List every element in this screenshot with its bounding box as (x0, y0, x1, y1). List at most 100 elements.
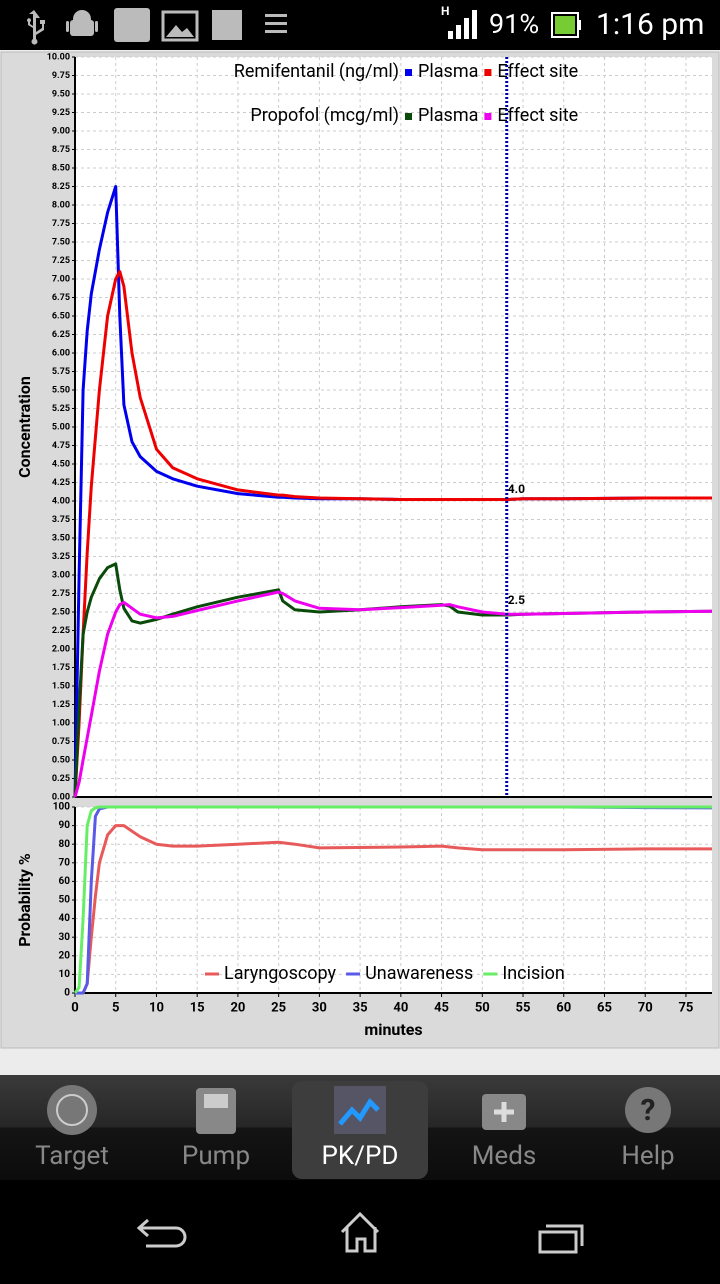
legend-title: Propofol (mcg/ml) (250, 105, 399, 126)
y-tick-label: 5.25 (52, 404, 70, 414)
tab-label[interactable]: PK/PD (322, 1141, 399, 1171)
y-tick-label: 3.00 (52, 570, 70, 580)
icon-shape: ? (641, 1093, 656, 1128)
battery-percent: 91% (489, 8, 539, 40)
y-tick-label: 3.75 (52, 515, 70, 525)
x-axis-label: minutes (364, 1020, 422, 1039)
x-tick-label: 30 (312, 1000, 327, 1015)
y-tick-label: 50 (59, 895, 71, 906)
series-line (75, 824, 712, 995)
y-tick-label: 2.75 (52, 589, 70, 599)
x-tick-label: 75 (678, 1000, 693, 1015)
y-tick-label: 60 (59, 876, 71, 887)
annotation: 2.5 (508, 593, 525, 607)
y-tick-label: 0.75 (52, 737, 70, 747)
x-tick-label: 10 (149, 1000, 164, 1015)
legend-label: Laryngoscopy (224, 963, 337, 984)
y-tick-label: 1.25 (52, 700, 70, 710)
series-line (73, 562, 713, 798)
home-button[interactable] (340, 1211, 380, 1253)
x-tick-label: 55 (516, 1000, 531, 1015)
x-tick-label: 60 (556, 1000, 571, 1015)
nav-buttons (136, 1211, 584, 1254)
legend-swatch (405, 113, 412, 120)
tab-icon (334, 1086, 386, 1134)
recent-button[interactable] (538, 1224, 584, 1254)
y-tick-label: 6.00 (52, 348, 70, 358)
charts: 0.00 0.25 0.50 0.75 1.00 1.25 1.50 1.75 2.00 2.25… (15, 52, 713, 1039)
y-tick-label: 90 (59, 820, 71, 831)
x-tick-label: 0 (71, 1000, 78, 1015)
x-tick-label: 45 (434, 1000, 449, 1015)
y-tick-label: 5.00 (52, 422, 70, 432)
icon-shape (56, 1094, 88, 1126)
y-axis-label: Probability % (15, 853, 34, 947)
y-tick-label: 0.50 (52, 755, 70, 765)
legend-label: Effect site (497, 105, 578, 126)
icon-shape (334, 1086, 386, 1134)
y-tick-label: 30 (59, 932, 71, 943)
x-tick-label: 15 (190, 1000, 205, 1015)
y-tick-label: 9.75 (52, 71, 70, 81)
tab-icon (482, 1094, 526, 1130)
annotation: 4.0 (508, 482, 525, 496)
y-tick-label: 9.50 (52, 89, 70, 99)
series-line (73, 590, 713, 798)
legend-label: Plasma (418, 105, 478, 126)
x-tick-label: 65 (597, 1000, 612, 1015)
status-icons (26, 8, 287, 45)
back-button[interactable] (136, 1218, 187, 1248)
y-tick-label: 9.25 (52, 108, 70, 118)
icon-shape (204, 1094, 228, 1108)
x-tick-label: 25 (271, 1000, 286, 1015)
series-line (73, 270, 712, 798)
tab-label[interactable]: Meds (472, 1141, 537, 1171)
y-tick-label: 0.00 (52, 792, 70, 802)
x-tick-label: 20 (230, 1000, 245, 1015)
legend-label: Plasma (418, 61, 478, 82)
icon-shape (494, 1102, 514, 1122)
y-tick-label: 3.25 (52, 552, 70, 562)
y-tick-label: 7.50 (52, 237, 70, 247)
y-tick-label: 8.00 (52, 200, 70, 210)
tab-icon (47, 1085, 97, 1135)
y-tick-label: 8.25 (52, 182, 70, 192)
y-tick-label: 4.75 (52, 441, 70, 451)
y-tick-label: 70 (59, 857, 71, 868)
legend-swatch (405, 69, 412, 76)
legend-swatch (484, 69, 492, 76)
y-tick-label: 8.75 (52, 145, 70, 155)
legend-label: Unawareness (365, 963, 473, 984)
legend-swatch (484, 113, 492, 120)
series-line (73, 805, 712, 994)
tab-label[interactable]: Target (35, 1141, 109, 1171)
x-tick-label: 50 (475, 1000, 490, 1015)
y-tick-label: 20 (59, 950, 71, 961)
y-tick-label: 6.25 (52, 330, 70, 340)
x-tick-label: 35 (353, 1000, 368, 1015)
y-tick-label: 40 (59, 913, 71, 924)
y-tick-label: 100 (53, 802, 70, 813)
y-tick-label: 80 (59, 839, 71, 850)
y-tick-label: 9.00 (52, 126, 70, 136)
tab-icon: ? (625, 1087, 671, 1133)
y-tick-label: 7.75 (52, 219, 70, 229)
y-tick-label: 6.50 (52, 311, 70, 321)
x-tick-label: 70 (638, 1000, 653, 1015)
y-axis-label: Concentration (15, 376, 34, 478)
tab-label[interactable]: Help (621, 1141, 674, 1171)
x-tick-label: 5 (112, 1000, 119, 1015)
y-tick-label: 0.25 (52, 774, 70, 784)
legend-label: Incision (502, 963, 565, 984)
y-tick-label: 2.50 (52, 607, 70, 617)
y-tick-label: 7.25 (52, 256, 70, 266)
y-tick-label: 6.75 (52, 293, 70, 303)
y-tick-label: 2.25 (52, 626, 70, 636)
legend-label: Effect site (497, 61, 578, 82)
y-tick-label: 5.50 (52, 385, 70, 395)
tab-label[interactable]: Pump (182, 1141, 250, 1171)
battery-icon (551, 12, 581, 38)
h-indicator: H (441, 4, 449, 18)
y-tick-label: 2.00 (52, 644, 70, 654)
